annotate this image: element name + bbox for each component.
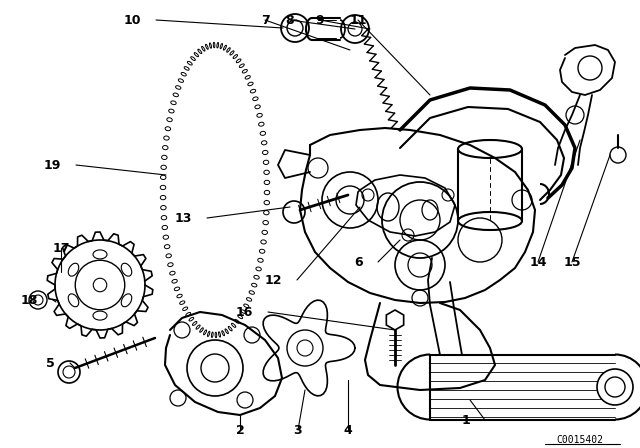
Circle shape xyxy=(597,369,633,405)
Text: 17: 17 xyxy=(52,241,70,254)
Text: 13: 13 xyxy=(175,211,192,224)
Text: 2: 2 xyxy=(236,423,244,436)
Text: 3: 3 xyxy=(294,423,302,436)
Text: 18: 18 xyxy=(20,293,38,306)
Text: 16: 16 xyxy=(236,306,253,319)
Text: 9: 9 xyxy=(316,13,324,26)
Text: 8: 8 xyxy=(285,13,294,26)
Text: 4: 4 xyxy=(344,423,353,436)
Text: 1: 1 xyxy=(461,414,470,426)
Text: 11: 11 xyxy=(349,13,367,26)
Text: 5: 5 xyxy=(46,357,55,370)
Text: 14: 14 xyxy=(529,255,547,268)
Text: C0015402: C0015402 xyxy=(557,435,604,445)
Text: 12: 12 xyxy=(264,273,282,287)
Text: 10: 10 xyxy=(124,13,141,26)
Text: 7: 7 xyxy=(260,13,269,26)
Text: 19: 19 xyxy=(44,159,61,172)
Text: 6: 6 xyxy=(355,255,363,268)
Text: 15: 15 xyxy=(563,255,580,268)
